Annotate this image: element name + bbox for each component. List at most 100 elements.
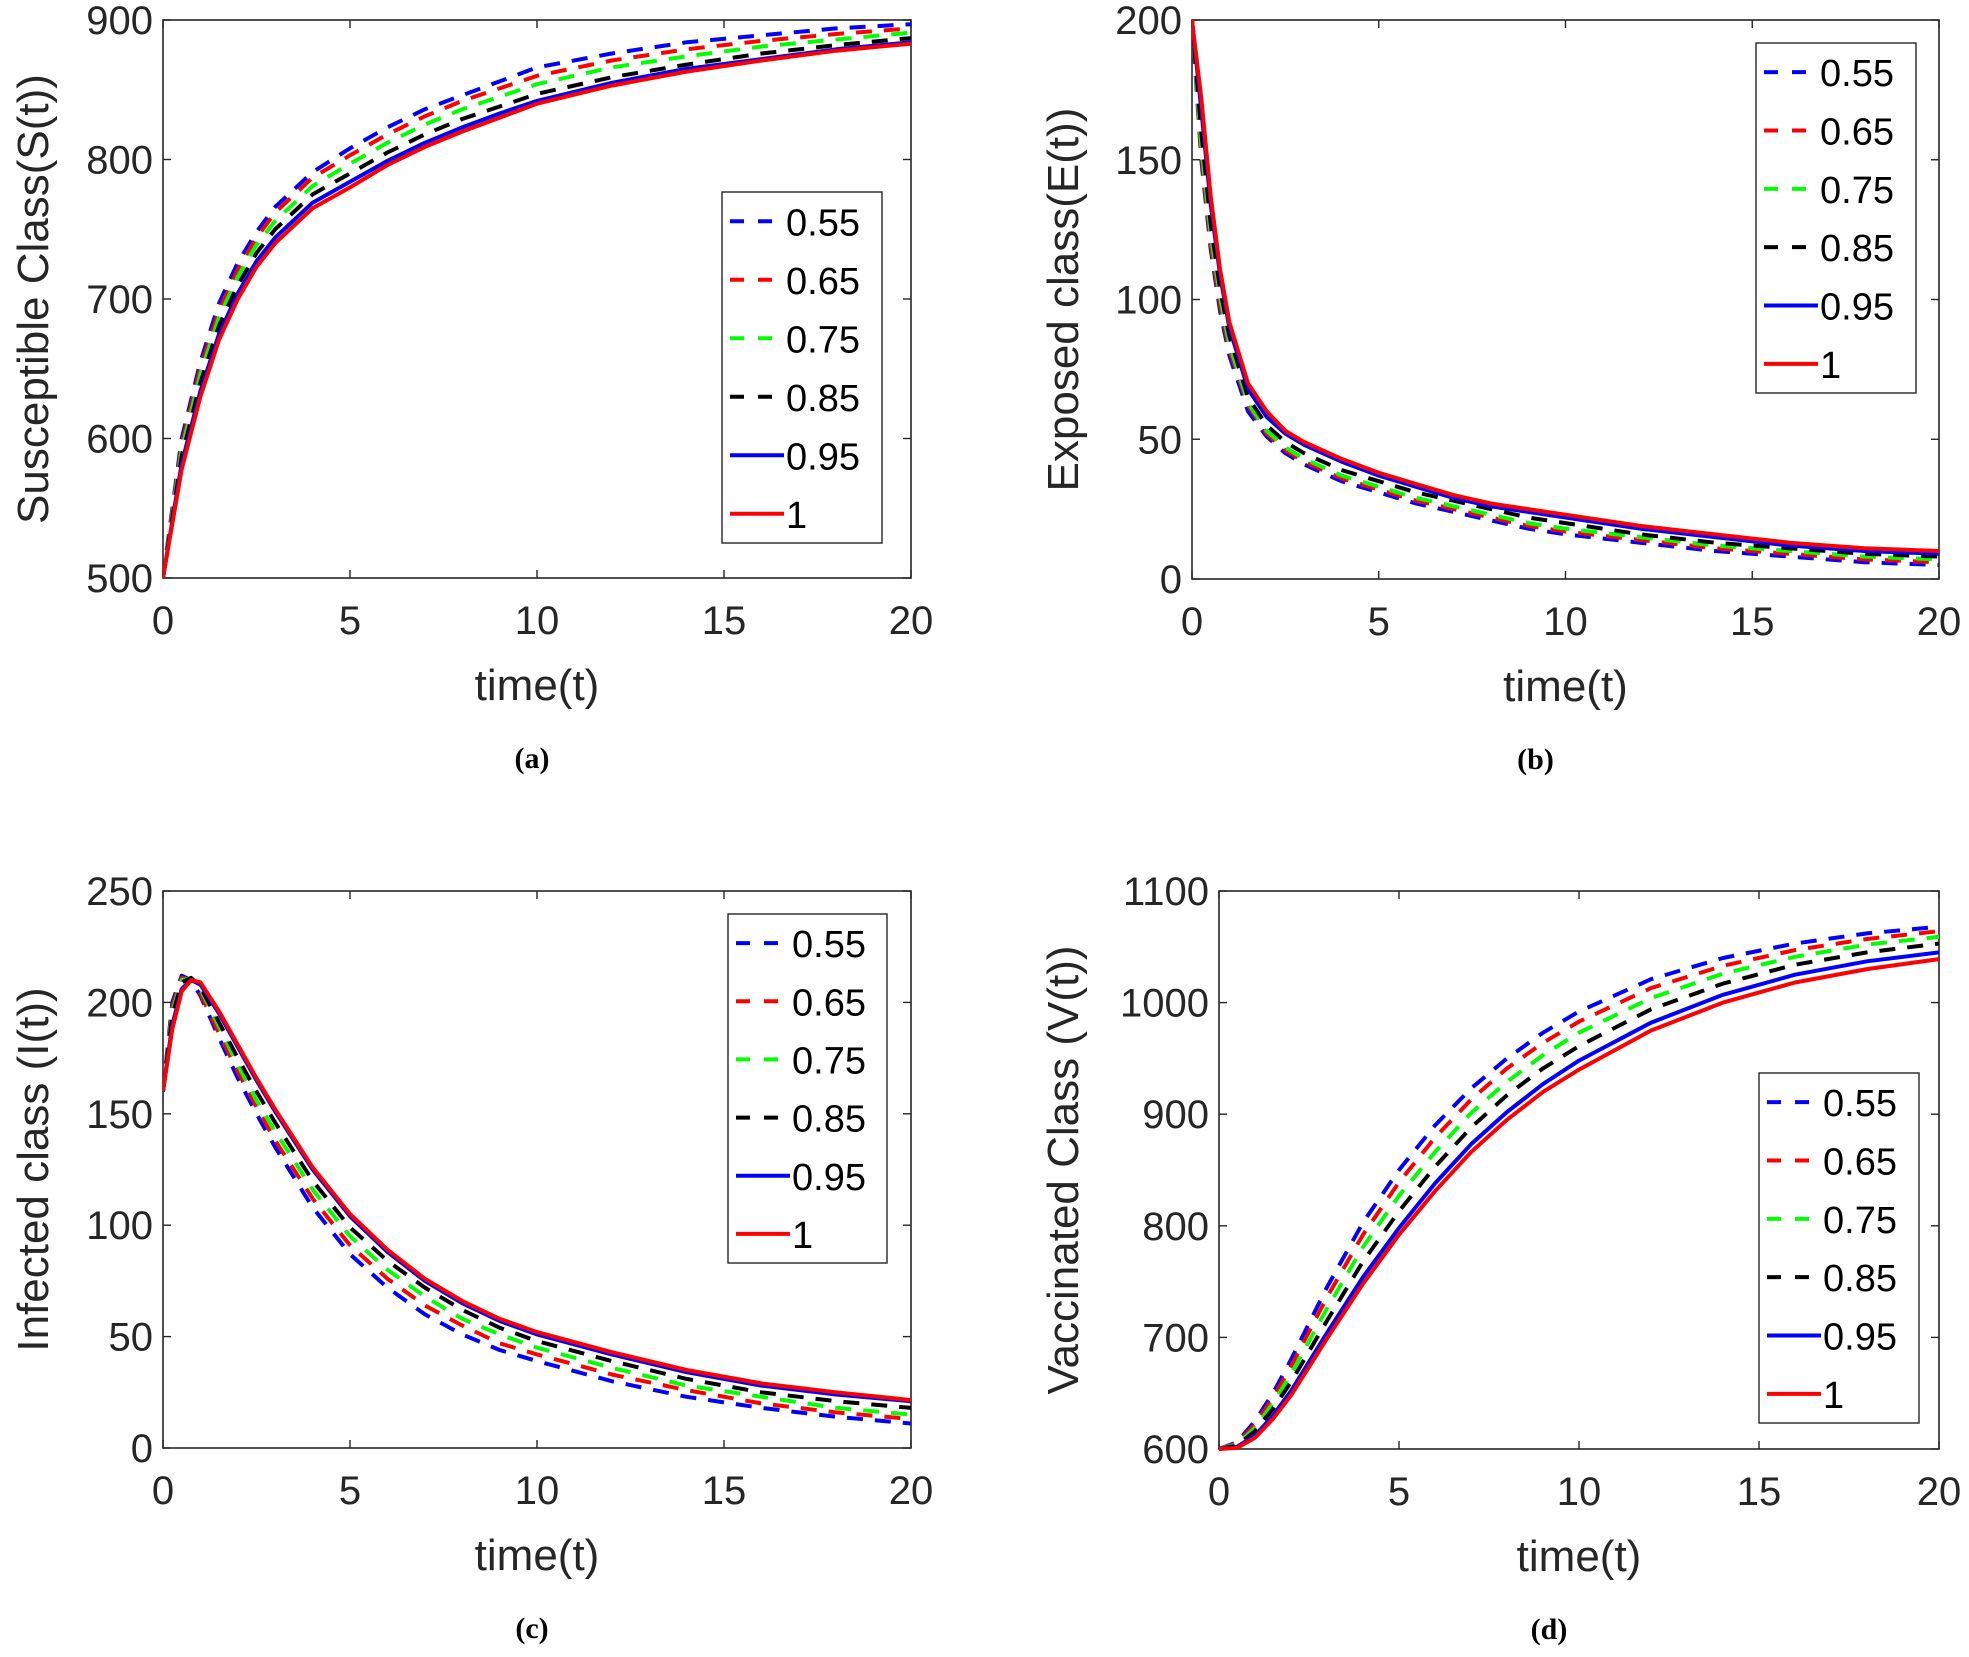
y-tick-label: 800: [1142, 1205, 1209, 1249]
legend-box: [727, 913, 888, 1264]
y-tick-label: 1100: [1123, 870, 1209, 914]
x-tick-label: 20: [889, 599, 934, 643]
x-axis-label: time(t): [475, 1531, 600, 1580]
legend-entry-label: 0.85: [792, 1099, 866, 1141]
panel-a: 0 5 10 15 20 500 600 700 800 900 time(t) Susceptibl…: [9, 0, 933, 775]
y-tick-label: 200: [86, 981, 153, 1025]
panel-caption: (c): [515, 1612, 548, 1645]
y-tick-label: 600: [1142, 1428, 1209, 1472]
x-tick-label: 10: [1557, 1470, 1602, 1514]
legend-entry-label: 1: [1820, 345, 1841, 387]
panel-caption: (b): [1517, 743, 1554, 776]
y-tick-label: 900: [86, 0, 153, 43]
y-axis-label: Exposed class(E(t)): [1039, 108, 1088, 492]
series-line-0_55: [1192, 19, 1939, 567]
y-tick-label: 50: [109, 1316, 154, 1360]
x-tick-label: 20: [1917, 1470, 1962, 1514]
y-tick-label: 700: [86, 278, 153, 322]
legend-entry-label: 0.65: [1820, 112, 1894, 154]
x-tick-label: 0: [152, 599, 174, 643]
x-tick-label: 0: [1181, 600, 1203, 644]
series-line-0_75: [1219, 934, 1939, 1451]
series-line-1: [163, 978, 911, 1403]
series-line-0_55: [163, 22, 911, 579]
x-tick-label: 20: [1917, 600, 1962, 644]
legend-entry-label: 0.85: [786, 378, 860, 420]
x-tick-label: 10: [515, 599, 560, 643]
x-tick-label: 0: [152, 1469, 174, 1513]
y-tick-label: 100: [1115, 279, 1182, 323]
legend-entry-label: 0.75: [1820, 170, 1894, 212]
series-line-0_75: [163, 30, 911, 579]
x-axis-label: time(t): [1503, 662, 1628, 711]
series-line-1: [163, 41, 911, 579]
y-tick-label: 150: [86, 1093, 153, 1137]
x-tick-label: 20: [889, 1469, 934, 1513]
legend: 0.55 0.65 0.75 0.85 0.95 1: [1755, 42, 1917, 394]
legend-entry-label: 0.55: [1823, 1083, 1897, 1125]
x-tick-label: 10: [1543, 600, 1588, 644]
legend-entry-label: 0.65: [792, 982, 866, 1024]
y-axis-label: Vaccinated Class (V(t)): [1039, 945, 1088, 1394]
legend-entry-label: 0.85: [1820, 228, 1894, 270]
legend-entry-label: 0.65: [1823, 1142, 1897, 1184]
legend: 0.55 0.65 0.75 0.85 0.95 1: [721, 191, 883, 544]
x-tick-label: 5: [1388, 1470, 1410, 1514]
y-tick-label: 1000: [1120, 982, 1209, 1026]
x-tick-label: 5: [1368, 600, 1390, 644]
y-tick-label: 250: [86, 870, 153, 914]
y-tick-label: 0: [1160, 558, 1182, 602]
series-line-0_85: [1192, 19, 1939, 559]
legend-entry-label: 1: [1823, 1375, 1844, 1417]
legend-entry-label: 0.85: [1823, 1258, 1897, 1300]
y-tick-label: 50: [1138, 418, 1183, 462]
legend-box: [721, 191, 883, 544]
series-line-0_65: [163, 975, 911, 1421]
legend: 0.55 0.65 0.75 0.85 0.95 1: [727, 913, 888, 1264]
x-tick-label: 15: [702, 1469, 747, 1513]
x-tick-label: 15: [1730, 600, 1775, 644]
legend-entry-label: 0.55: [786, 202, 860, 244]
legend: 0.55 0.65 0.75 0.85 0.95 1: [1758, 1072, 1920, 1424]
legend-entry-label: 1: [792, 1215, 813, 1257]
legend-entry-label: 0.65: [786, 261, 860, 303]
y-tick-label: 0: [131, 1427, 153, 1471]
legend-entry-label: 0.55: [792, 924, 866, 966]
x-tick-label: 15: [1737, 1470, 1782, 1514]
panel-d: 0 5 10 15 20 600 700 800 900 1000 1100 time(t) Vacci…: [1039, 870, 1961, 1646]
y-tick-label: 500: [86, 557, 153, 601]
x-tick-label: 5: [339, 1469, 361, 1513]
y-tick-label: 150: [1115, 139, 1182, 183]
panel-caption: (a): [515, 742, 550, 775]
y-axis-label: Susceptible Class(S(t)): [9, 74, 58, 524]
legend-entry-label: 0.75: [1823, 1200, 1897, 1242]
x-axis-label: time(t): [475, 661, 600, 710]
legend-entry-label: 0.95: [792, 1157, 866, 1199]
y-tick-label: 600: [86, 418, 153, 462]
y-tick-label: 800: [86, 139, 153, 183]
x-axis-label: time(t): [1517, 1532, 1642, 1581]
legend-entry-label: 0.75: [792, 1040, 866, 1082]
y-tick-label: 100: [86, 1204, 153, 1248]
y-axis-label: Infected class (I(t)): [9, 987, 58, 1351]
series-line-0_65: [1192, 19, 1939, 565]
legend-entry-label: 0.95: [786, 436, 860, 478]
legend-entry-label: 1: [786, 495, 807, 537]
series-line-0_65: [1219, 929, 1939, 1451]
y-tick-label: 700: [1142, 1316, 1209, 1360]
x-tick-label: 5: [339, 599, 361, 643]
legend-entry-label: 0.75: [786, 319, 860, 361]
legend-entry-label: 0.55: [1820, 53, 1894, 95]
legend-entry-label: 0.95: [1823, 1317, 1897, 1359]
series-line-0_95: [1219, 950, 1939, 1451]
y-tick-label: 900: [1142, 1093, 1209, 1137]
panel-caption: (d): [1531, 1613, 1568, 1646]
x-tick-label: 10: [515, 1469, 560, 1513]
series-line-0_55: [163, 973, 911, 1426]
series-line-1: [1219, 957, 1939, 1451]
series-line-1: [1192, 19, 1939, 553]
series-line-0_85: [163, 36, 911, 579]
